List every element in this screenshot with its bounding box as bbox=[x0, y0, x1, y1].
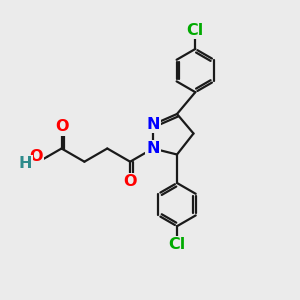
Text: N: N bbox=[146, 141, 160, 156]
Text: O: O bbox=[29, 149, 43, 164]
Text: O: O bbox=[123, 174, 137, 189]
Text: O: O bbox=[55, 119, 68, 134]
Text: Cl: Cl bbox=[187, 23, 204, 38]
Text: N: N bbox=[146, 117, 160, 132]
Text: Cl: Cl bbox=[168, 237, 186, 252]
Text: H: H bbox=[18, 157, 32, 172]
